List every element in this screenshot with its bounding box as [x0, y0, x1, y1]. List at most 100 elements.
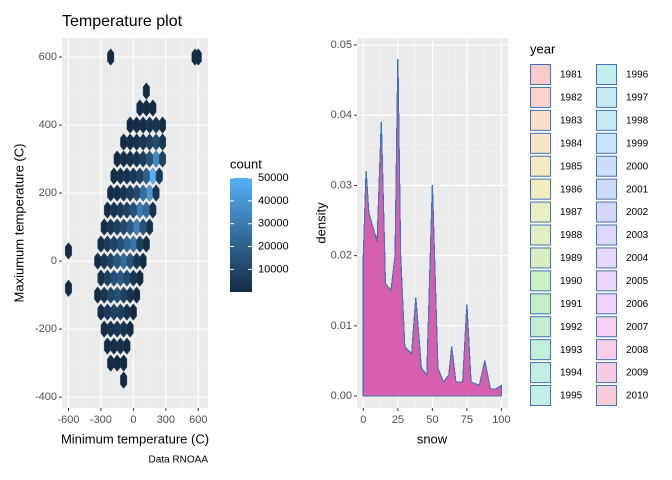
legend-label: 30000	[258, 218, 289, 230]
legend-label: 1994	[560, 368, 583, 379]
legend-swatch	[530, 247, 551, 269]
colorbar	[230, 178, 252, 292]
legend-swatch	[530, 201, 551, 223]
legend-label: 2004	[626, 253, 649, 264]
legend-label: 1986	[560, 184, 583, 195]
legend-label: 2006	[626, 299, 649, 310]
legend-swatch	[596, 155, 617, 177]
legend-label: 1995	[560, 391, 583, 402]
hex	[129, 303, 137, 321]
hex	[155, 167, 163, 185]
legend-swatch	[530, 339, 551, 361]
legend-swatch	[596, 362, 617, 384]
legend-swatch	[596, 339, 617, 361]
legend-label: 2007	[626, 322, 649, 333]
hex	[159, 116, 167, 134]
hex	[65, 242, 72, 260]
legend-swatch	[530, 178, 551, 200]
legend-label: 1997	[626, 93, 649, 104]
legend-swatch	[530, 247, 551, 269]
y-tick-label: 0.03	[331, 179, 352, 191]
legend-swatch	[530, 293, 551, 315]
y-tick-label: 0	[51, 255, 57, 267]
hex	[142, 235, 150, 253]
legend-label: 2000	[626, 161, 649, 172]
legend-swatch	[530, 293, 551, 315]
x-tick-label: 75	[461, 414, 473, 426]
legend-label: 1988	[560, 230, 583, 241]
y-tick-label: -200	[35, 323, 57, 335]
x-axis-title: Minimum temperature (C)	[61, 431, 209, 446]
legend-swatch	[530, 339, 551, 361]
legend-swatch	[596, 270, 617, 292]
legend-swatch	[530, 270, 551, 292]
y-axis-title: Maxiumum temperature (C)	[11, 144, 26, 303]
x-axis-title: snow	[417, 431, 448, 446]
legend-swatch	[596, 316, 617, 338]
hex	[123, 337, 131, 355]
legend-swatch	[530, 86, 551, 108]
legend-swatch	[596, 270, 617, 292]
legend-swatch	[530, 64, 551, 85]
x-tick-label: 0	[130, 414, 136, 426]
legend-swatch	[530, 270, 551, 292]
legend-label: 1982	[560, 93, 583, 104]
legend-swatch	[596, 109, 617, 131]
x-tick-label: -600	[57, 414, 79, 426]
legend-label: 40000	[258, 195, 289, 207]
x-tick-label: 300	[157, 414, 175, 426]
legend-title: year	[530, 41, 556, 56]
legend-swatch	[596, 86, 617, 108]
legend-swatch	[530, 316, 551, 338]
legend-swatch	[596, 178, 617, 200]
legend-swatch	[596, 64, 617, 85]
legend-swatch	[530, 224, 551, 246]
legend-label: 1991	[560, 299, 583, 310]
legend-swatch	[596, 385, 617, 407]
density-area	[362, 59, 502, 397]
legend-label: 1993	[560, 345, 583, 356]
hex	[120, 371, 128, 389]
hex	[139, 252, 147, 270]
hex	[142, 82, 150, 100]
legend-swatch	[596, 362, 617, 384]
y-tick-label: 0.00	[331, 390, 352, 402]
x-tick-label: 25	[392, 414, 404, 426]
legend-swatch	[530, 155, 551, 177]
legend-swatch	[596, 132, 617, 154]
legend-swatch	[596, 385, 617, 407]
legend-label: 1992	[560, 322, 583, 333]
hex	[159, 133, 167, 151]
legend-swatch	[530, 178, 551, 200]
hex	[146, 218, 154, 236]
hex	[136, 269, 144, 287]
x-tick-label: 600	[189, 414, 207, 426]
hex	[65, 279, 72, 297]
hex	[107, 48, 115, 66]
legend-swatch	[596, 339, 617, 361]
legend-label: 2010	[626, 391, 649, 402]
legend-swatch	[530, 109, 551, 131]
legend-swatch	[596, 178, 617, 200]
hex	[194, 48, 202, 66]
y-tick-label: 200	[39, 187, 57, 199]
legend-swatch	[530, 224, 551, 246]
legend-label: 1998	[626, 116, 649, 127]
x-tick-label: 0	[360, 414, 366, 426]
legend-swatch	[596, 201, 617, 223]
legend-swatch	[596, 247, 617, 269]
legend-label: 50000	[258, 172, 289, 184]
legend-swatch	[596, 224, 617, 246]
chart-title: Temperature plot	[62, 13, 183, 30]
legend-swatch	[530, 86, 551, 108]
legend-label: 1999	[626, 138, 649, 149]
y-tick-label: 0.02	[331, 250, 352, 262]
legend-swatch	[530, 109, 551, 131]
legend-swatch	[596, 316, 617, 338]
legend-label: 1987	[560, 207, 583, 218]
y-tick-label: 400	[39, 119, 57, 131]
hex	[152, 184, 160, 202]
legend-label: 2003	[626, 230, 649, 241]
legend-label: 2005	[626, 276, 649, 287]
